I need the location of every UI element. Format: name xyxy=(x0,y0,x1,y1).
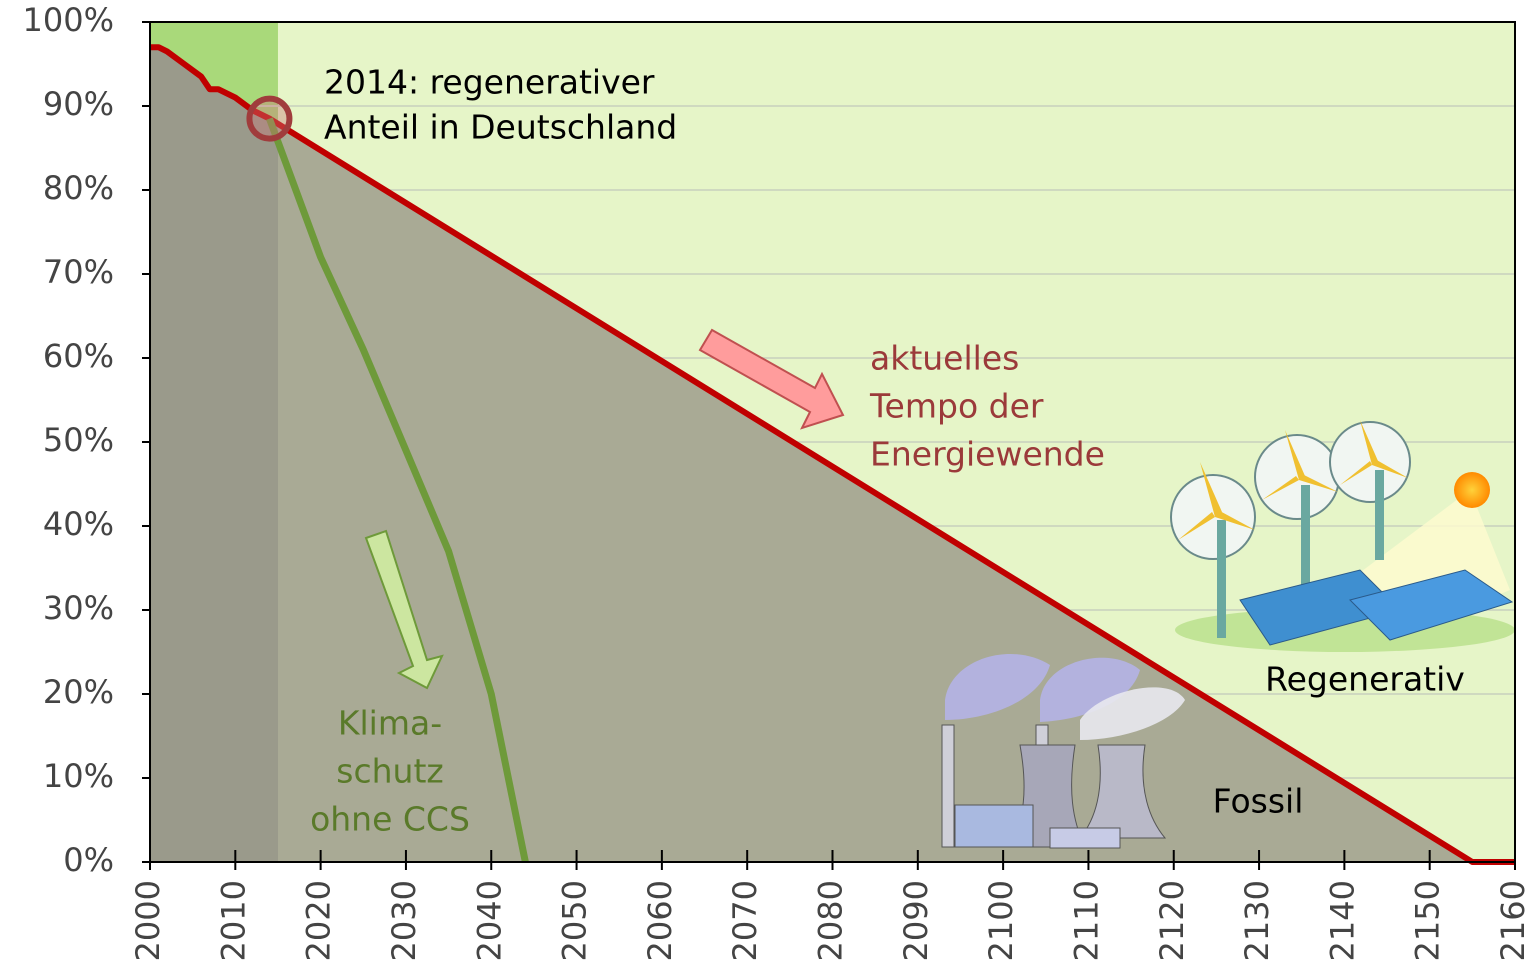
x-tick-label: 2160 xyxy=(1494,880,1532,961)
annotation: ohne CCS xyxy=(310,800,470,839)
y-tick-label: 50% xyxy=(43,421,114,459)
y-tick-label: 20% xyxy=(43,673,114,711)
y-tick-label: 30% xyxy=(43,589,114,627)
x-tick-label: 2010 xyxy=(214,880,252,961)
power-plant-icon xyxy=(941,653,1185,849)
y-tick-label: 80% xyxy=(43,169,114,207)
x-tick-label: 2150 xyxy=(1409,880,1447,961)
x-tick-label: 2000 xyxy=(129,880,167,961)
x-tick-label: 2080 xyxy=(812,880,850,961)
annotation: Energiewende xyxy=(870,435,1105,474)
x-tick-label: 2140 xyxy=(1323,880,1361,961)
annotation: Regenerativ xyxy=(1265,660,1465,699)
y-tick-label: 0% xyxy=(63,841,114,879)
y-tick-label: 90% xyxy=(43,85,114,123)
y-tick-label: 70% xyxy=(43,253,114,291)
illustrations xyxy=(941,420,1515,849)
y-tick-label: 60% xyxy=(43,337,114,375)
y-tick-label: 40% xyxy=(43,505,114,543)
x-tick-label: 2090 xyxy=(897,880,935,961)
arrow-red xyxy=(698,328,845,430)
x-tick-label: 2050 xyxy=(556,880,594,961)
x-tick-label: 2070 xyxy=(726,880,764,961)
annotation: 2014: regenerativer xyxy=(324,63,655,102)
x-tick-label: 2060 xyxy=(641,880,679,961)
x-tick-label: 2030 xyxy=(385,880,423,961)
annotation: Klima- xyxy=(338,704,442,743)
x-tick-label: 2040 xyxy=(470,880,508,961)
y-tick-label: 100% xyxy=(23,1,114,39)
renewables-icon xyxy=(1170,420,1515,652)
fossil-area xyxy=(150,47,1515,862)
marker xyxy=(246,95,293,142)
annotation: Fossil xyxy=(1213,782,1304,821)
annotation: Anteil in Deutschland xyxy=(324,108,677,147)
arrow-green xyxy=(364,529,444,690)
y-tick-label: 10% xyxy=(43,757,114,795)
x-tick-label: 2130 xyxy=(1238,880,1276,961)
annotation: schutz xyxy=(336,752,443,791)
x-tick-label: 2100 xyxy=(982,880,1020,961)
series-line xyxy=(150,44,1515,865)
x-tick-label: 2120 xyxy=(1153,880,1191,961)
annotation: Tempo der xyxy=(869,387,1044,426)
annotation: aktuelles xyxy=(870,339,1019,378)
x-tick-label: 2110 xyxy=(1067,880,1105,961)
fossil-area-highlight xyxy=(150,47,278,862)
series-line xyxy=(266,117,529,863)
x-tick-label: 2020 xyxy=(300,880,338,961)
